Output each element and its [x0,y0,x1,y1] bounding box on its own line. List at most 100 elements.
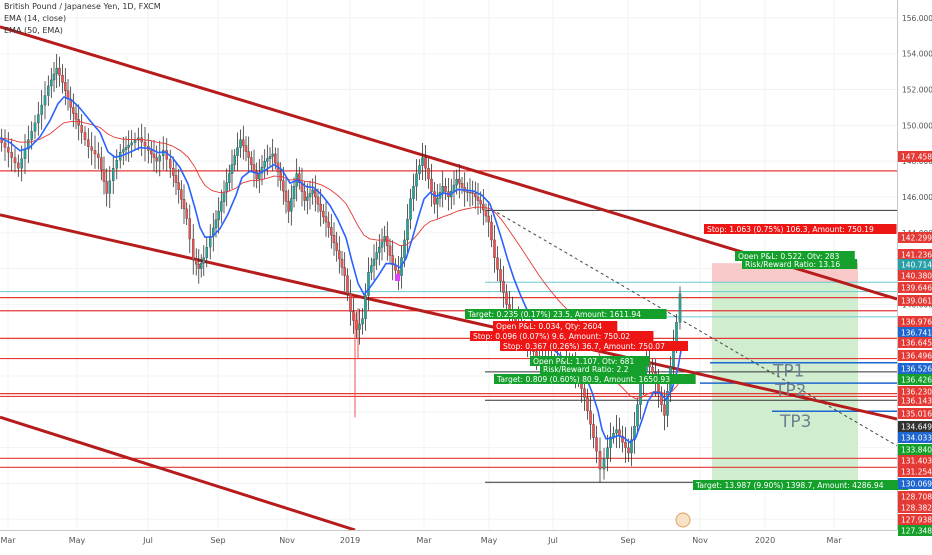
candle [255,162,258,189]
candle [115,149,119,180]
candle [100,146,103,181]
candle [247,136,250,173]
candle-body [7,147,10,153]
candle-body [346,275,349,294]
candle [268,147,272,168]
candle [202,245,205,276]
candle [77,104,80,141]
target-annotation-bg [465,309,667,319]
candle [397,255,400,291]
candle [61,64,64,94]
candle-body [403,239,406,258]
candle [74,103,78,130]
candle [471,180,474,206]
candle-body [172,168,175,176]
candle-body [50,79,53,87]
candle-body [424,157,427,169]
candle-body [290,198,293,212]
candle [424,144,427,181]
tp3-label: TP3 [779,412,811,432]
candle [7,132,10,168]
price-axis-label: 131.403 [898,455,932,466]
candle-body [319,203,322,212]
price-axis-label-text: 139.061 [901,297,932,306]
candle-body [80,125,83,133]
candle [0,128,3,152]
candle-body [624,442,627,448]
x-tick-label: Mar [826,536,842,545]
candle-body [598,451,602,470]
candle-body [185,208,188,219]
candle [55,53,58,89]
candle [666,379,669,427]
price-axis-label-bg [898,249,932,260]
candle [205,237,208,268]
candle-body [375,252,378,260]
price-axis-label-bg [898,466,932,477]
candle-body [651,366,654,373]
candle-body [239,139,242,148]
candle [287,189,290,223]
candle [663,389,666,431]
candle-body [30,131,33,140]
price-axis-label-text: 127.348 [901,527,932,536]
candle-body [409,198,412,220]
price-axis-label-text: 135.016 [901,410,932,419]
price-axis-label: 142.299 [898,232,932,243]
candle [168,149,172,179]
candle [194,248,198,276]
risk-reward-annotation: Risk/Reward Ratio: 13.16 [742,259,858,269]
candle-body [352,311,355,321]
price-axis-label: 127.348 [898,525,932,536]
price-axis-label-bg [898,316,932,327]
x-tick-label: Nov [279,536,295,545]
price-axis-label: 136.645 [898,337,932,348]
price-axis-label-bg [898,455,932,466]
candle [23,134,27,174]
target-annotation-bg [494,374,696,384]
candle [58,56,61,87]
x-tick-label: Jul [142,536,153,545]
stop-annotation-bg [500,341,688,351]
candle [50,67,53,98]
price-axis-label: 136.526 [898,363,932,374]
candle [83,126,87,147]
candle-body [230,164,234,174]
candle-body [47,85,50,96]
stop-annotation: Stop: 0.367 (0.26%) 36.7, Amount: 750.07 [500,341,688,351]
candle [155,145,158,174]
candle-body [268,156,272,159]
candle-body [236,147,239,156]
candle-body [308,193,312,198]
candle [258,159,261,194]
candle [225,168,228,207]
price-axis-label-bg [898,525,932,536]
candle [340,250,344,276]
price-axis-label-text: 136.741 [901,329,932,338]
candle-body [208,236,212,248]
candle [606,434,609,472]
y-tick-label: 156.000 [902,14,932,23]
candle-body [222,192,226,202]
candle-body [102,169,106,182]
candle-body [150,150,153,155]
candle-body [143,141,147,147]
candle [182,184,186,224]
candle-body [343,267,346,276]
candle-body [242,139,245,146]
candle-body [380,241,384,248]
price-axis-label: 127.938 [898,514,932,525]
price-axis-label-text: 136.143 [901,397,932,406]
price-axis-label-text: 136.645 [901,339,932,348]
candle [508,290,511,325]
candle [484,203,488,223]
candle-body [479,200,482,205]
candle [199,254,203,278]
candle-body [220,201,223,212]
candle [612,426,615,444]
candle [361,308,364,335]
candle-body [606,447,609,459]
price-axis-label-bg [898,270,932,281]
